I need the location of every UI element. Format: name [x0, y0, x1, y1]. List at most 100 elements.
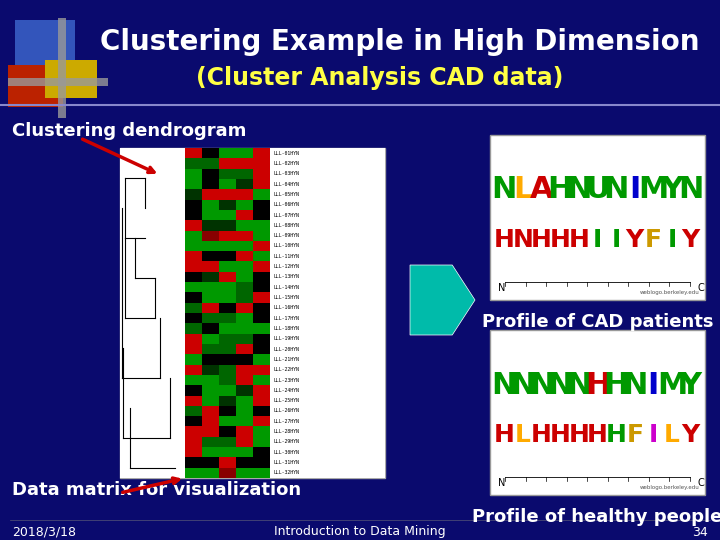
- Bar: [202, 416, 219, 427]
- Text: I: I: [667, 228, 677, 252]
- Bar: [185, 261, 202, 272]
- Text: C: C: [697, 283, 703, 293]
- Bar: [253, 210, 270, 220]
- Bar: [219, 292, 236, 303]
- Bar: [219, 220, 236, 231]
- Bar: [219, 241, 236, 251]
- Bar: [219, 468, 236, 478]
- Bar: [219, 457, 236, 468]
- Text: Y: Y: [626, 228, 644, 252]
- Text: LLL-13HYN: LLL-13HYN: [273, 274, 299, 279]
- Text: N: N: [547, 370, 573, 400]
- Text: LLL-30HYN: LLL-30HYN: [273, 450, 299, 455]
- Bar: [236, 148, 253, 158]
- Bar: [236, 344, 253, 354]
- Text: Y: Y: [661, 176, 683, 205]
- Text: Y: Y: [682, 228, 700, 252]
- Bar: [202, 179, 219, 189]
- Bar: [185, 251, 202, 261]
- Bar: [253, 179, 270, 189]
- Bar: [253, 241, 270, 251]
- Bar: [253, 447, 270, 457]
- Bar: [185, 447, 202, 457]
- Bar: [236, 251, 253, 261]
- Text: LLL-14HYN: LLL-14HYN: [273, 285, 299, 290]
- Text: LLL-31HYN: LLL-31HYN: [273, 460, 299, 465]
- Bar: [185, 375, 202, 385]
- Text: LLL-23HYN: LLL-23HYN: [273, 377, 299, 382]
- Bar: [185, 354, 202, 364]
- Text: H: H: [568, 423, 589, 447]
- Bar: [219, 375, 236, 385]
- Bar: [202, 468, 219, 478]
- Bar: [236, 220, 253, 231]
- Bar: [253, 468, 270, 478]
- Bar: [185, 189, 202, 200]
- Text: LLL-17HYN: LLL-17HYN: [273, 316, 299, 321]
- Bar: [236, 200, 253, 210]
- Bar: [202, 375, 219, 385]
- Bar: [219, 148, 236, 158]
- Bar: [185, 364, 202, 375]
- Bar: [202, 282, 219, 292]
- Bar: [185, 313, 202, 323]
- Text: H: H: [606, 423, 626, 447]
- Text: LLL-01HYN: LLL-01HYN: [273, 151, 299, 156]
- Bar: [185, 427, 202, 437]
- Text: H: H: [587, 423, 608, 447]
- Bar: [15, 20, 75, 75]
- Bar: [219, 179, 236, 189]
- Bar: [236, 179, 253, 189]
- Bar: [219, 282, 236, 292]
- Bar: [253, 303, 270, 313]
- Bar: [490, 330, 705, 495]
- Bar: [202, 231, 219, 241]
- Text: LLL-15HYN: LLL-15HYN: [273, 295, 299, 300]
- Bar: [490, 135, 705, 300]
- Bar: [219, 200, 236, 210]
- Bar: [185, 282, 202, 292]
- Bar: [236, 323, 253, 334]
- Bar: [202, 457, 219, 468]
- Text: F: F: [626, 423, 643, 447]
- Text: I: I: [629, 176, 641, 205]
- Text: Introduction to Data Mining: Introduction to Data Mining: [274, 525, 446, 538]
- Bar: [236, 385, 253, 395]
- Text: N: N: [603, 176, 629, 205]
- Text: LLL-29HYN: LLL-29HYN: [273, 440, 299, 444]
- Bar: [202, 251, 219, 261]
- Text: Clustering Example in High Dimension: Clustering Example in High Dimension: [100, 28, 700, 56]
- Bar: [236, 231, 253, 241]
- Bar: [202, 364, 219, 375]
- Bar: [185, 385, 202, 395]
- Text: LLL-04HYN: LLL-04HYN: [273, 181, 299, 187]
- Bar: [185, 220, 202, 231]
- Bar: [253, 200, 270, 210]
- Text: LLL-22HYN: LLL-22HYN: [273, 367, 299, 372]
- Bar: [202, 313, 219, 323]
- Bar: [185, 272, 202, 282]
- Bar: [219, 323, 236, 334]
- Bar: [219, 447, 236, 457]
- Bar: [185, 231, 202, 241]
- Bar: [253, 282, 270, 292]
- Text: U: U: [585, 176, 610, 205]
- Text: LLL-27HYN: LLL-27HYN: [273, 419, 299, 424]
- Bar: [202, 323, 219, 334]
- Text: I: I: [648, 370, 659, 400]
- Bar: [236, 158, 253, 168]
- Text: N: N: [498, 283, 505, 293]
- Text: LLL-25HYN: LLL-25HYN: [273, 398, 299, 403]
- Text: LLL-11HYN: LLL-11HYN: [273, 254, 299, 259]
- Bar: [219, 210, 236, 220]
- Bar: [253, 457, 270, 468]
- Text: L: L: [515, 423, 531, 447]
- Bar: [219, 313, 236, 323]
- Text: H: H: [531, 423, 552, 447]
- Text: LLL-32HYN: LLL-32HYN: [273, 470, 299, 475]
- Bar: [253, 189, 270, 200]
- Bar: [185, 303, 202, 313]
- Bar: [253, 231, 270, 241]
- Text: H: H: [550, 228, 571, 252]
- Bar: [236, 437, 253, 447]
